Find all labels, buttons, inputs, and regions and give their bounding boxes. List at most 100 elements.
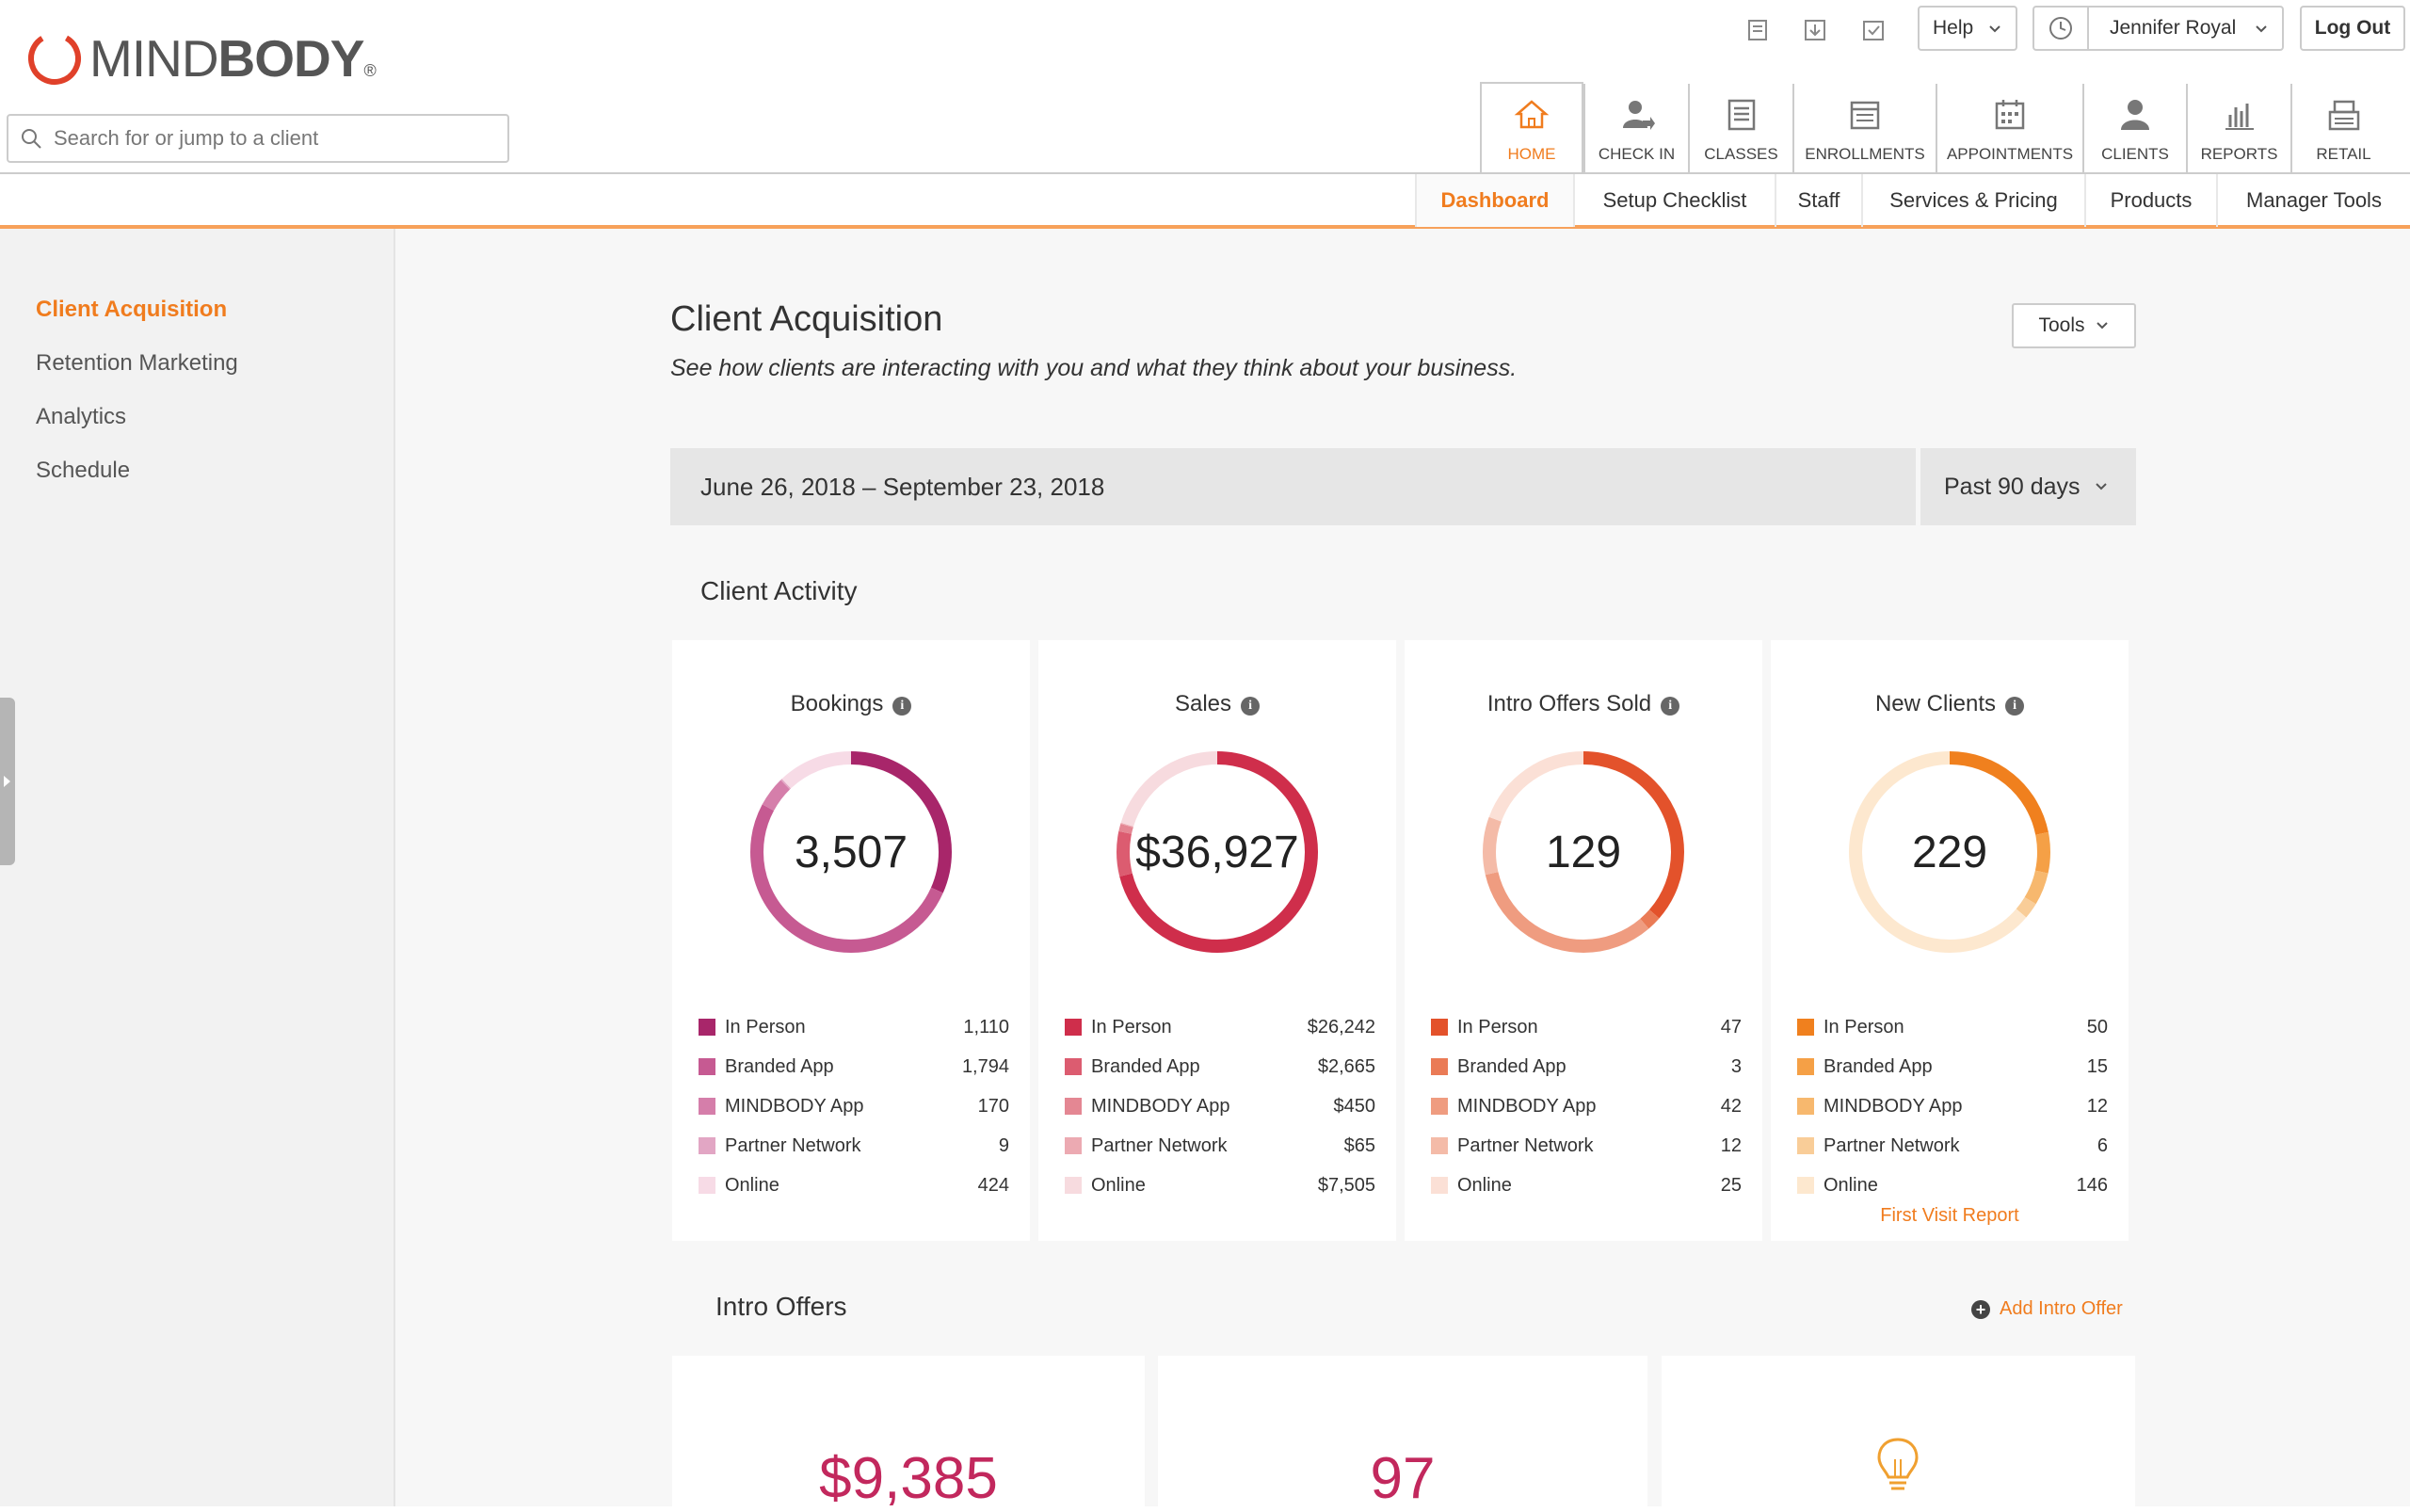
intro-offers-sold-card: Intro Offers Sold i 129 In Person 47 Brande… xyxy=(1405,640,1762,1241)
mindbody-logo[interactable]: MINDBODY® xyxy=(25,28,377,88)
date-range-select[interactable]: Past 90 days xyxy=(1920,448,2136,525)
subnav-services-pricing[interactable]: Services & Pricing xyxy=(1861,174,2084,227)
legend-value: 12 xyxy=(2086,1095,2108,1117)
tab-clients-label: CLIENTS xyxy=(2101,145,2169,163)
info-icon[interactable]: i xyxy=(1241,697,1261,716)
search-input[interactable] xyxy=(54,126,487,151)
home-icon xyxy=(1514,100,1550,129)
appointments-icon xyxy=(1995,100,2025,130)
legend-row: Branded App 1,794 xyxy=(699,1047,1009,1086)
card-title: Intro Offers Sold i xyxy=(1405,691,1762,717)
legend: In Person 1,110 Branded App 1,794 MINDBODY A… xyxy=(699,1007,1009,1205)
legend-swatch xyxy=(1797,1177,1814,1194)
donut-segment-mindbody-app xyxy=(1483,751,1684,953)
tab-clients[interactable]: CLIENTS xyxy=(2082,84,2186,172)
offer-revenue-value: $9,385 xyxy=(819,1446,998,1511)
legend-swatch xyxy=(699,1137,715,1154)
legend-label: Branded App xyxy=(1091,1055,1200,1077)
tab-check-in-label: CHECK IN xyxy=(1598,145,1676,163)
sidebar-item-schedule[interactable]: Schedule xyxy=(36,458,131,483)
info-icon[interactable]: i xyxy=(2005,697,2025,716)
user-menu[interactable]: Jennifer Royal xyxy=(2032,6,2284,51)
offer-count-card: 97 xyxy=(1158,1356,1647,1511)
legend: In Person 47 Branded App 3 MINDBODY App 42 Par… xyxy=(1431,1007,1742,1205)
legend-swatch xyxy=(1431,1019,1448,1036)
tab-home[interactable]: HOME xyxy=(1480,82,1583,172)
legend-row: In Person 50 xyxy=(1797,1007,2108,1047)
donut-total: 229 xyxy=(1911,827,1988,877)
check-in-icon xyxy=(1622,101,1655,130)
logout-button[interactable]: Log Out xyxy=(2300,6,2405,51)
tools-dropdown[interactable]: Tools xyxy=(2012,303,2136,348)
donut-total: $36,927 xyxy=(1135,827,1299,877)
legend-label: Partner Network xyxy=(1457,1134,1594,1156)
enrollments-icon xyxy=(1850,101,1880,130)
sidebar-collapse-handle[interactable] xyxy=(0,698,15,865)
sub-nav: Dashboard Setup Checklist Staff Services… xyxy=(0,172,2410,229)
legend-label: MINDBODY App xyxy=(1457,1095,1597,1117)
download-icon[interactable] xyxy=(1801,16,1829,44)
sidebar-item-client-acquisition[interactable]: Client Acquisition xyxy=(36,297,228,322)
lightbulb-icon xyxy=(1877,1438,1919,1490)
donut-segment-online xyxy=(750,751,952,953)
legend-swatch xyxy=(1797,1019,1814,1036)
legend-swatch xyxy=(1431,1177,1448,1194)
subnav-staff[interactable]: Staff xyxy=(1775,174,1861,227)
legend-swatch xyxy=(1797,1137,1814,1154)
legend-row: Branded App 15 xyxy=(1797,1047,2108,1086)
tools-label: Tools xyxy=(2038,314,2085,336)
info-icon[interactable]: i xyxy=(892,697,912,716)
legend-swatch xyxy=(699,1058,715,1075)
date-range-display: June 26, 2018 – September 23, 2018 xyxy=(670,448,1916,525)
clock-icon[interactable] xyxy=(2034,8,2089,49)
help-dropdown[interactable]: Help xyxy=(1918,6,2017,51)
card-title: Sales i xyxy=(1038,691,1396,717)
legend-label: MINDBODY App xyxy=(1091,1095,1230,1117)
legend-swatch xyxy=(1065,1137,1082,1154)
legend-label: Branded App xyxy=(1457,1055,1566,1077)
sidebar: Client Acquisition Retention Marketing A… xyxy=(0,229,395,1506)
donut-total: 129 xyxy=(1545,827,1622,877)
legend-swatch xyxy=(1431,1137,1448,1154)
donut-chart xyxy=(750,751,952,953)
legend-label: Branded App xyxy=(725,1055,834,1077)
legend-label: In Person xyxy=(1457,1016,1538,1037)
tab-reports[interactable]: REPORTS xyxy=(2186,84,2290,172)
legend-swatch xyxy=(1797,1058,1814,1075)
subnav-setup-checklist[interactable]: Setup Checklist xyxy=(1573,174,1775,227)
legend-label: Partner Network xyxy=(1091,1134,1228,1156)
legend-swatch xyxy=(1065,1019,1082,1036)
add-intro-offer-button[interactable]: + Add Intro Offer xyxy=(1971,1298,2123,1320)
donut-segment-online xyxy=(1117,751,1318,953)
legend-row: In Person 47 xyxy=(1431,1007,1742,1047)
subnav-dashboard[interactable]: Dashboard xyxy=(1415,174,1573,227)
legend-row: MINDBODY App 12 xyxy=(1797,1086,2108,1126)
legend-swatch xyxy=(1065,1177,1082,1194)
notes-icon[interactable] xyxy=(1743,16,1772,44)
legend-row: Branded App $2,665 xyxy=(1065,1047,1375,1086)
tab-appointments[interactable]: APPOINTMENTS xyxy=(1936,84,2082,172)
tab-check-in[interactable]: CHECK IN xyxy=(1583,84,1688,172)
bookings-card: Bookings i 3,507 In Person 1,110 Branded Ap… xyxy=(672,640,1030,1241)
legend-row: Online 146 xyxy=(1797,1166,2108,1205)
checklist-icon[interactable] xyxy=(1859,16,1888,44)
offer-tip-card xyxy=(1662,1356,2135,1506)
legend-label: Online xyxy=(1824,1174,1878,1196)
sidebar-item-retention-marketing[interactable]: Retention Marketing xyxy=(36,350,238,376)
subnav-products[interactable]: Products xyxy=(2084,174,2216,227)
sidebar-item-analytics[interactable]: Analytics xyxy=(36,404,127,429)
tab-retail[interactable]: RETAIL xyxy=(2290,84,2395,172)
subnav-manager-tools[interactable]: Manager Tools xyxy=(2216,174,2410,227)
legend-row: MINDBODY App 42 xyxy=(1431,1086,1742,1126)
user-name: Jennifer Royal xyxy=(2110,17,2237,39)
info-icon[interactable]: i xyxy=(1661,697,1680,716)
tab-classes[interactable]: CLASSES xyxy=(1688,84,1792,172)
tab-retail-label: RETAIL xyxy=(2316,145,2371,163)
client-search[interactable] xyxy=(7,114,509,163)
first-visit-report-link[interactable]: First Visit Report xyxy=(1880,1205,2019,1226)
tab-enrollments[interactable]: ENROLLMENTS xyxy=(1792,84,1936,172)
chevron-down-icon xyxy=(1987,20,2002,42)
chevron-down-icon xyxy=(2095,483,2107,491)
legend-swatch xyxy=(1431,1058,1448,1075)
legend-value: 50 xyxy=(2086,1016,2108,1037)
